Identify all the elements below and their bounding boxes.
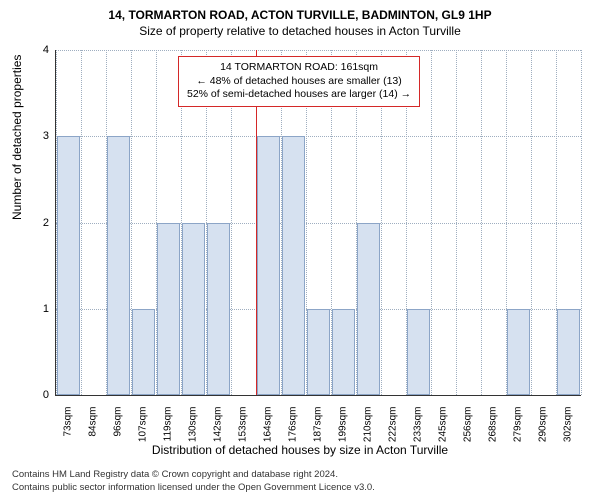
xtick-label: 256sqm bbox=[462, 407, 473, 457]
info-annotation-box: 14 TORMARTON ROAD: 161sqm ← 48% of detac… bbox=[178, 56, 420, 107]
bar bbox=[257, 136, 280, 395]
bar bbox=[282, 136, 305, 395]
bar bbox=[182, 223, 205, 396]
bar bbox=[132, 309, 155, 395]
bar bbox=[207, 223, 230, 396]
title-sub: Size of property relative to detached ho… bbox=[0, 24, 600, 38]
ytick-label: 2 bbox=[43, 217, 49, 229]
xtick-label: 199sqm bbox=[337, 407, 348, 457]
ytick-label: 0 bbox=[43, 389, 49, 401]
footer-line2: Contains public sector information licen… bbox=[12, 482, 375, 494]
chart-container: 14, TORMARTON ROAD, ACTON TURVILLE, BADM… bbox=[0, 0, 600, 500]
bar bbox=[157, 223, 180, 396]
ytick-label: 1 bbox=[43, 303, 49, 315]
ytick-label: 3 bbox=[43, 130, 49, 142]
xtick-label: 96sqm bbox=[112, 407, 123, 457]
footer-attribution: Contains HM Land Registry data © Crown c… bbox=[12, 469, 375, 494]
xtick-label: 130sqm bbox=[187, 407, 198, 457]
xtick-label: 268sqm bbox=[487, 407, 498, 457]
xtick-label: 210sqm bbox=[362, 407, 373, 457]
xtick-label: 73sqm bbox=[62, 407, 73, 457]
bar bbox=[557, 309, 580, 395]
title-main: 14, TORMARTON ROAD, ACTON TURVILLE, BADM… bbox=[0, 0, 600, 22]
y-axis-label: Number of detached properties bbox=[10, 55, 24, 220]
info-line3: 52% of semi-detached houses are larger (… bbox=[187, 88, 411, 102]
footer-line1: Contains HM Land Registry data © Crown c… bbox=[12, 469, 375, 481]
bar bbox=[307, 309, 330, 395]
xtick-label: 119sqm bbox=[162, 407, 173, 457]
xtick-label: 84sqm bbox=[87, 407, 98, 457]
bar bbox=[57, 136, 80, 395]
xtick-label: 302sqm bbox=[562, 407, 573, 457]
chart-area: 14 TORMARTON ROAD: 161sqm ← 48% of detac… bbox=[55, 50, 580, 395]
xtick-label: 107sqm bbox=[137, 407, 148, 457]
xtick-label: 187sqm bbox=[312, 407, 323, 457]
ytick-label: 4 bbox=[43, 44, 49, 56]
xtick-label: 290sqm bbox=[537, 407, 548, 457]
xtick-label: 222sqm bbox=[387, 407, 398, 457]
xtick-label: 245sqm bbox=[437, 407, 448, 457]
xtick-label: 164sqm bbox=[262, 407, 273, 457]
xtick-label: 176sqm bbox=[287, 407, 298, 457]
bar bbox=[507, 309, 530, 395]
xtick-label: 279sqm bbox=[512, 407, 523, 457]
xtick-label: 142sqm bbox=[212, 407, 223, 457]
info-line1: 14 TORMARTON ROAD: 161sqm bbox=[187, 61, 411, 75]
info-line2: ← 48% of detached houses are smaller (13… bbox=[187, 75, 411, 89]
xtick-label: 233sqm bbox=[412, 407, 423, 457]
bar bbox=[107, 136, 130, 395]
xtick-label: 153sqm bbox=[237, 407, 248, 457]
bar bbox=[332, 309, 355, 395]
bar bbox=[407, 309, 430, 395]
bar bbox=[357, 223, 380, 396]
